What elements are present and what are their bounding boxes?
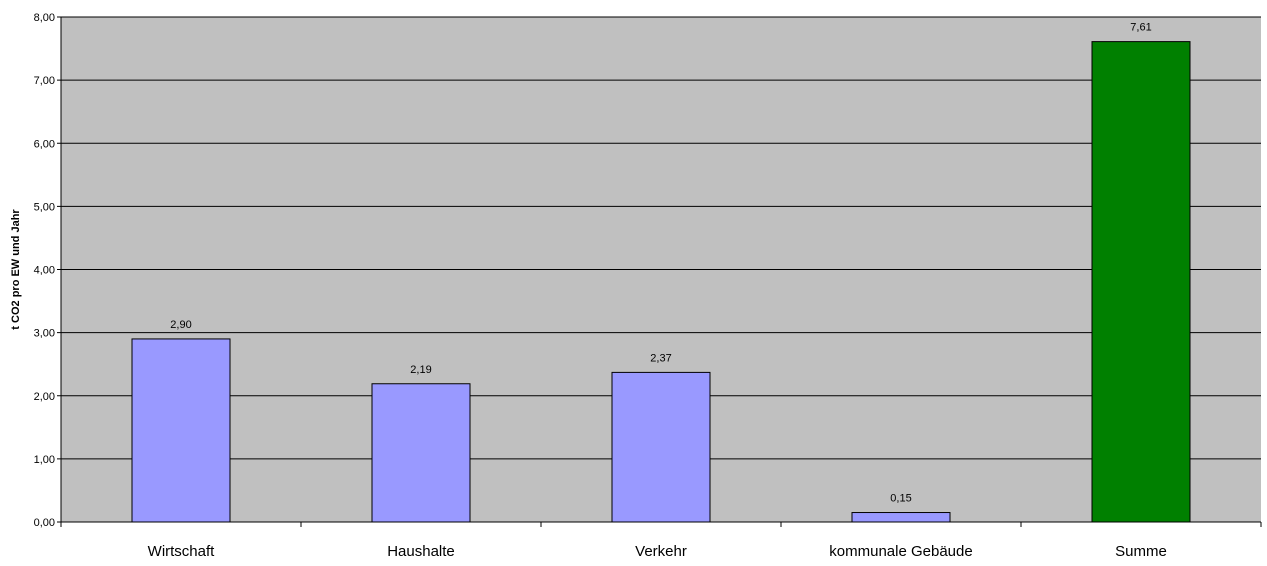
y-tick-label: 5,00 [34,201,55,213]
data-label: 0,15 [890,493,911,505]
bar [851,512,951,523]
y-tick-label: 7,00 [34,75,55,87]
labels: 0,00 1,00 2,00 3,00 4,00 5,00 6,00 7,00 8,00 2,90… [34,12,1167,560]
x-tick-label: Wirtschaft [148,543,216,560]
y-tick-label: 2,00 [34,391,55,403]
data-label: 7,61 [1130,22,1151,34]
data-label: 2,90 [170,319,191,331]
y-axis-label: t CO2 pro EW und Jahr [10,209,22,330]
y-tick-label: 4,00 [34,265,55,277]
y-tick-label: 8,00 [34,12,55,24]
y-tick-label: 3,00 [34,328,55,340]
axes [57,16,1262,527]
bar [611,371,711,523]
bar [1091,41,1191,523]
bar [371,383,471,523]
y-tick-label: 6,00 [34,138,55,150]
x-tick-label: Summe [1115,543,1167,560]
y-tick-label: 0,00 [34,517,55,529]
x-tick-label: kommunale Gebäude [829,543,972,560]
data-label: 2,19 [410,364,431,376]
bar [131,338,231,523]
x-tick-label: Verkehr [635,543,687,560]
y-tick-label: 1,00 [34,454,55,466]
x-tick-label: Haushalte [387,543,455,560]
data-label: 2,37 [650,352,671,364]
bars [131,41,1191,523]
